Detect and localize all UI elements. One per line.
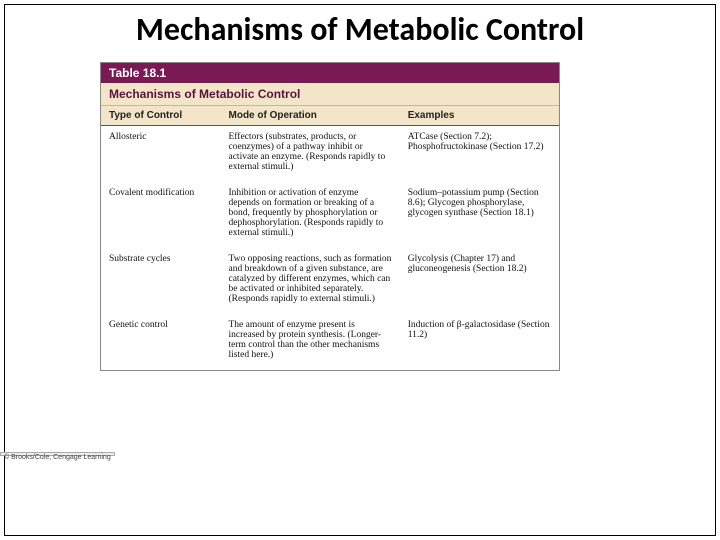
cell-mode: Two opposing reactions, such as formatio… (221, 254, 400, 304)
cell-mode: The amount of enzyme present is increase… (221, 320, 400, 360)
table-row: Covalent modification Inhibition or acti… (101, 182, 559, 248)
citation-label: © Brooks/Cole, Cengage Learning (0, 452, 115, 456)
table-row: Allosteric Effectors (substrates, produc… (101, 126, 559, 182)
table-body: Allosteric Effectors (substrates, produc… (101, 126, 559, 370)
column-header-mode: Mode of Operation (221, 106, 400, 125)
cell-type: Genetic control (101, 320, 221, 360)
table-number: Table 18.1 (101, 63, 559, 83)
table-row: Substrate cycles Two opposing reactions,… (101, 248, 559, 314)
cell-type: Substrate cycles (101, 254, 221, 304)
cell-type: Covalent modification (101, 188, 221, 238)
cell-examples: Sodium–potassium pump (Section 8.6); Gly… (400, 188, 559, 238)
cell-examples: Glycolysis (Chapter 17) and gluconeogene… (400, 254, 559, 304)
cell-examples: Induction of β-galactosidase (Section 11… (400, 320, 559, 360)
cell-type: Allosteric (101, 132, 221, 172)
table-row: Genetic control The amount of enzyme pre… (101, 314, 559, 370)
cell-mode: Effectors (substrates, products, or coen… (221, 132, 400, 172)
column-header-examples: Examples (400, 106, 559, 125)
page-title: Mechanisms of Metabolic Control (0, 10, 720, 49)
table-title: Mechanisms of Metabolic Control (101, 83, 559, 106)
cell-mode: Inhibition or activation of enzyme depen… (221, 188, 400, 238)
cell-examples: ATCase (Section 7.2); Phosphofructokinas… (400, 132, 559, 172)
metabolic-control-table: Table 18.1 Mechanisms of Metabolic Contr… (100, 62, 560, 371)
table-column-headers: Type of Control Mode of Operation Exampl… (101, 106, 559, 126)
column-header-type: Type of Control (101, 106, 221, 125)
